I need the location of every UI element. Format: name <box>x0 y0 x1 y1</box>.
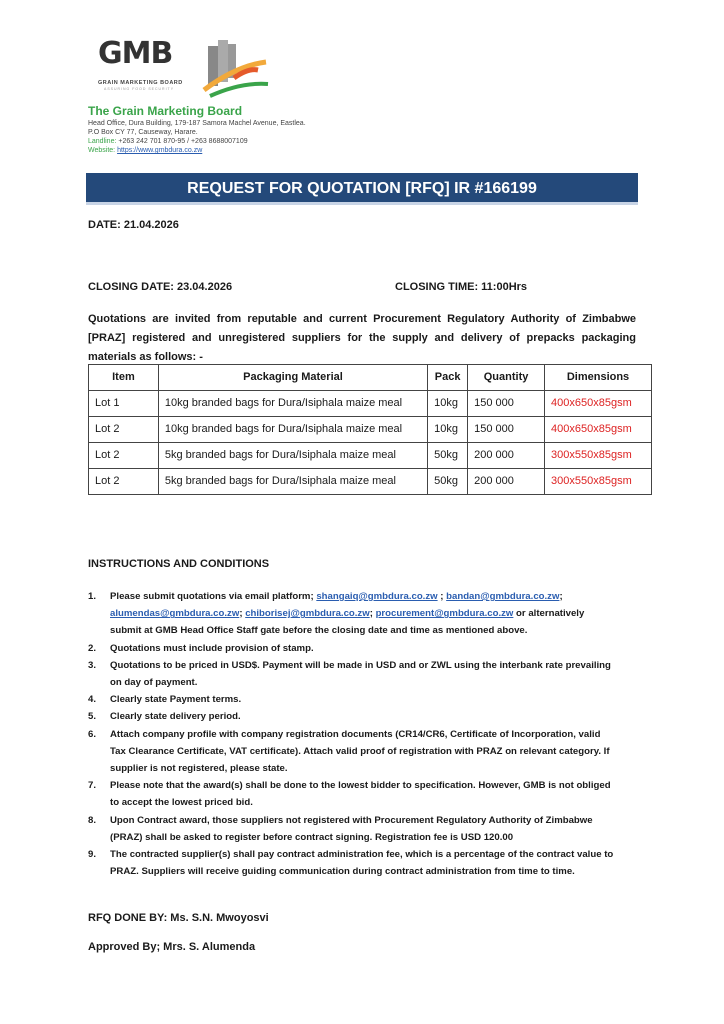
cell-item: Lot 2 <box>88 468 159 495</box>
item-number: 8. <box>88 814 97 826</box>
rfq-done-by: RFQ DONE BY: Ms. S.N. Mwoyosvi <box>88 912 269 924</box>
list-item: 4. Clearly state Payment terms. <box>88 691 618 708</box>
item-text: Please submit quotations via email platf… <box>110 591 585 637</box>
cell-item: Lot 2 <box>88 416 159 443</box>
closing-time: CLOSING TIME: 11:00Hrs <box>395 281 528 293</box>
list-item: 5. Clearly state delivery period. <box>88 708 618 725</box>
list-item: 1. Please submit quotations via email pl… <box>88 588 618 640</box>
closing-date: CLOSING DATE: 23.04.2026 <box>88 281 233 293</box>
item-number: 3. <box>88 659 97 671</box>
list-item: 9. The contracted supplier(s) shall pay c… <box>88 846 618 880</box>
item-number: 2. <box>88 642 97 654</box>
item-text: Quotations must include provision of sta… <box>110 642 314 654</box>
table-header-row: Item Packaging Material Pack Quantity Di… <box>88 364 652 391</box>
cell-quantity: 150 000 <box>467 390 546 417</box>
cell-dimensions: 400x650x85gsm <box>544 416 652 443</box>
landline-value: +263 242 701 870-95 / +263 8688007109 <box>118 138 248 145</box>
rfq-date: DATE: 21.04.2026 <box>88 219 179 231</box>
intro-paragraph: Quotations are invited from reputable an… <box>88 313 636 363</box>
website-link[interactable]: https://www.gmbdura.co.zw <box>117 147 203 154</box>
email-link[interactable]: bandan@gmbdura.co.zw <box>446 591 560 602</box>
cell-item: Lot 2 <box>88 442 159 469</box>
cell-material: 10kg branded bags for Dura/Isiphala maiz… <box>157 390 429 417</box>
email-link[interactable]: alumendas@gmbdura.co.zw <box>110 608 240 620</box>
email-link[interactable]: chiborisej@gmbdura.co.zw <box>245 608 370 620</box>
header-item: Item <box>88 364 159 391</box>
logo-subtitle: GRAIN MARKETING BOARD <box>98 80 183 86</box>
cell-quantity: 150 000 <box>467 416 546 443</box>
list-item: 8. Upon Contract award, those suppliers n… <box>88 812 618 846</box>
list-item: 7. Please note that the award(s) shall be… <box>88 777 618 811</box>
item-text: Please note that the award(s) shall be d… <box>110 780 611 809</box>
item-number: 7. <box>88 780 97 792</box>
approved-by: Approved By; Mrs. S. Alumenda <box>88 941 256 953</box>
org-address-2: P.O Box CY 77, Causeway, Harare. <box>88 129 198 136</box>
header-pack: Pack <box>427 364 469 391</box>
logo-tagline: ASSURING FOOD SECURITY <box>104 87 175 91</box>
item-number: 9. <box>88 849 97 861</box>
org-address-1: Head Office, Dura Building, 179-187 Samo… <box>88 120 306 127</box>
cell-pack: 50kg <box>427 468 469 495</box>
item1-post: or alternatively submit at GMB Head Offi… <box>110 608 585 637</box>
list-item: 6. Attach company profile with company re… <box>88 726 618 778</box>
cell-dimensions: 300x550x85gsm <box>544 468 652 495</box>
cell-material: 10kg branded bags for Dura/Isiphala maiz… <box>157 416 429 443</box>
cell-pack: 50kg <box>427 442 469 469</box>
cell-dimensions: 300x550x85gsm <box>544 442 652 469</box>
header-dimensions: Dimensions <box>544 364 652 391</box>
item-number: 5. <box>88 711 97 723</box>
packaging-table: Item Packaging Material Pack Quantity Di… <box>88 364 652 495</box>
table-row: Lot 2 5kg branded bags for Dura/Isiphala … <box>88 442 652 469</box>
org-website: Website: https://www.gmbdura.co.zw <box>88 146 202 155</box>
item-number: 6. <box>88 728 97 740</box>
landline-label: Landline: <box>88 138 117 145</box>
item1-pre: Please submit quotations via email platf… <box>110 591 317 602</box>
instructions-heading: INSTRUCTIONS AND CONDITIONS <box>88 558 270 570</box>
table-row: Lot 1 10kg branded bags for Dura/Isiphala… <box>88 390 652 417</box>
list-item: 3. Quotations to be priced in USD$. Payme… <box>88 657 618 691</box>
cell-pack: 10kg <box>427 416 469 443</box>
cell-quantity: 200 000 <box>467 442 546 469</box>
cell-material: 5kg branded bags for Dura/Isiphala maize… <box>157 442 429 469</box>
item-text: Quotations to be priced in USD$. Payment… <box>110 659 611 689</box>
table-row: Lot 2 10kg branded bags for Dura/Isiphala… <box>88 416 652 443</box>
item-number: 1. <box>88 591 97 602</box>
item-text: The contracted supplier(s) shall pay con… <box>110 849 614 878</box>
instructions-list: 1. Please submit quotations via email pl… <box>88 588 618 880</box>
list-item: 2. Quotations must include provision of s… <box>88 640 618 657</box>
cell-dimensions: 400x650x85gsm <box>544 390 652 417</box>
org-name: The Grain Marketing Board <box>88 104 243 118</box>
item-number: 4. <box>88 694 97 706</box>
cell-material: 5kg branded bags for Dura/Isiphala maize… <box>157 468 429 495</box>
logo-text: GMB <box>98 36 173 71</box>
item-text: Clearly state delivery period. <box>110 711 241 723</box>
silo-swoosh-icon <box>202 40 269 98</box>
cell-quantity: 200 000 <box>467 468 546 495</box>
header-material: Packaging Material <box>157 364 429 391</box>
cell-item: Lot 1 <box>88 390 159 417</box>
website-label: Website: <box>88 147 116 154</box>
item-text: Upon Contract award, those suppliers not… <box>110 814 593 843</box>
cell-pack: 10kg <box>427 390 469 417</box>
rfq-title-banner: REQUEST FOR QUOTATION [RFQ] IR #166199 <box>86 173 638 205</box>
org-landline: Landline: +263 242 701 870-95 / +263 868… <box>88 137 248 146</box>
header-quantity: Quantity <box>467 364 546 391</box>
email-link[interactable]: procurement@gmbdura.co.zw <box>375 608 514 620</box>
item-text: Attach company profile with company regi… <box>110 728 610 775</box>
item-text: Clearly state Payment terms. <box>110 694 242 706</box>
email-link[interactable]: shangaiq@gmbdura.co.zw <box>316 591 438 602</box>
gmb-logo: GMB GRAIN MARKETING BOARD ASSURING FOOD … <box>96 36 271 102</box>
table-row: Lot 2 5kg branded bags for Dura/Isiphala … <box>88 468 652 495</box>
